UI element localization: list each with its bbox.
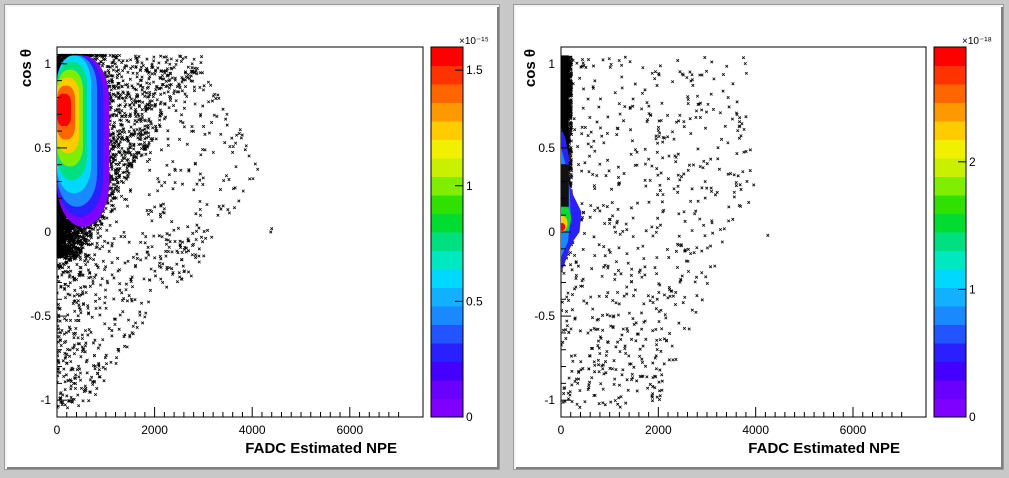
scatter-point	[113, 207, 117, 211]
scatter-point	[102, 267, 107, 272]
scatter-point	[108, 149, 112, 153]
scatter-point	[64, 282, 68, 286]
scatter-point	[91, 258, 96, 262]
scatter-point	[127, 240, 131, 244]
scatter-point	[100, 222, 104, 227]
scatter-point	[86, 260, 90, 264]
scatter-point	[100, 64, 105, 68]
scatter-point	[128, 189, 132, 193]
plot-pad-left: 0 2000 4000 6000 -1 -0.5 0 0.5 1 FADC Estimated N…	[4, 4, 500, 470]
scatter-point	[105, 216, 109, 220]
scatter-point	[98, 247, 102, 251]
scatter-point	[110, 64, 115, 68]
scatter-point	[111, 53, 115, 57]
scatter-point	[91, 279, 95, 283]
scatter-point	[63, 269, 68, 273]
scatter-point	[84, 262, 88, 267]
scatter-point	[117, 53, 122, 57]
scatter-point	[98, 226, 102, 231]
scatter-point	[109, 192, 113, 196]
scatter-point	[86, 268, 91, 272]
scatter-point	[105, 228, 109, 232]
scatter-point	[73, 288, 77, 292]
scatter-point	[78, 257, 83, 262]
scatter-point	[90, 242, 94, 246]
scatter-point	[105, 75, 109, 79]
scatter-point	[111, 160, 115, 164]
scatter-point	[96, 236, 100, 240]
scatter-point	[63, 282, 67, 286]
scatter-point	[90, 53, 94, 57]
scatter-point	[150, 107, 154, 111]
scatter-point	[68, 293, 72, 297]
scatter-point	[75, 262, 79, 267]
scatter-point	[68, 281, 72, 285]
scatter-point	[91, 281, 95, 286]
scatter-point	[96, 228, 100, 232]
scatter-point	[87, 238, 91, 243]
scatter-point	[67, 265, 71, 269]
scatter-point	[81, 242, 85, 246]
scatter-point	[77, 303, 81, 307]
scatter-point	[95, 53, 99, 57]
scatter-point	[79, 250, 84, 254]
scatter-point	[61, 266, 65, 270]
scatter-point	[86, 304, 90, 308]
scatter-point	[109, 199, 113, 203]
scatter-point	[74, 278, 79, 282]
scatter-point	[88, 256, 92, 261]
scatter-point	[69, 269, 73, 273]
scatter-point	[100, 277, 104, 281]
scatter-point	[108, 223, 112, 228]
scatter-point	[124, 197, 129, 202]
scatter-point	[83, 254, 88, 259]
scatter-point	[140, 108, 144, 112]
scatter-point	[96, 223, 100, 227]
scatter-point	[103, 239, 107, 243]
scatter-point	[102, 53, 106, 57]
scatter-point	[94, 273, 98, 277]
scatter-point	[67, 275, 71, 279]
scatter-point	[125, 204, 130, 208]
scatter-point	[119, 194, 124, 198]
scatter-point	[88, 270, 92, 275]
scatter-point	[66, 270, 70, 274]
scatter-point	[106, 241, 110, 245]
scatter-point	[114, 196, 118, 200]
scatter-point	[110, 244, 114, 248]
scatter-point	[79, 273, 83, 277]
scatter-point	[104, 206, 108, 210]
scatter-point	[101, 61, 105, 65]
scatter-point	[114, 220, 119, 224]
scatter-point	[108, 53, 112, 57]
scatter-point	[101, 259, 105, 263]
scatter-point	[84, 290, 88, 295]
scatter-point	[86, 243, 90, 247]
scatter-point	[99, 234, 103, 238]
scatter-point	[111, 204, 115, 208]
scatter-point	[109, 210, 113, 214]
scatter-point	[87, 253, 91, 257]
